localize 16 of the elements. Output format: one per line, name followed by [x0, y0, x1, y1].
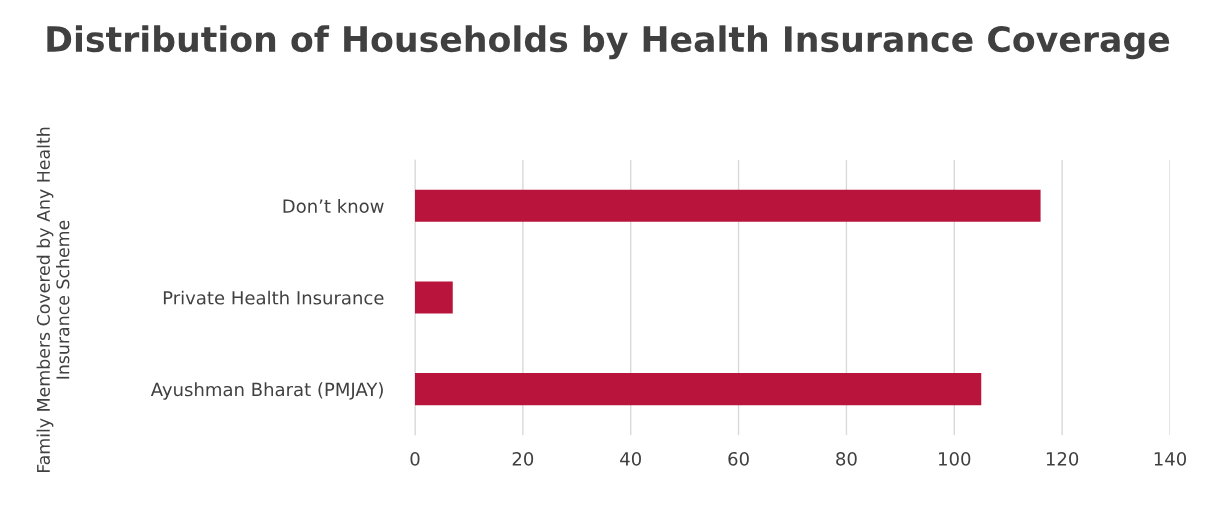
x-tick-label: 60 — [728, 451, 749, 466]
y-tick-label: Don’t know — [283, 198, 384, 213]
x-tick-label: 20 — [512, 451, 534, 466]
x-tick-label: 100 — [939, 451, 971, 466]
chart-title: Distribution of Households by Health Insurance Coverage — [47, 25, 1170, 60]
y-tick-label: Ayushman Bharat (PMJAY) — [150, 382, 383, 400]
x-tick-label: 0 — [410, 451, 420, 466]
x-tick-label: 120 — [1046, 451, 1079, 466]
x-tick-label: 40 — [620, 451, 641, 466]
bar — [415, 189, 1041, 222]
x-tick-label: 140 — [1154, 451, 1187, 466]
y-axis-title: Family Members Covered by Any Health Insurance Scheme — [36, 127, 70, 473]
x-tick-label: 80 — [836, 451, 857, 466]
y-tick-label: Private Health Insurance — [163, 290, 384, 305]
bar — [415, 281, 453, 314]
bar — [415, 373, 982, 406]
